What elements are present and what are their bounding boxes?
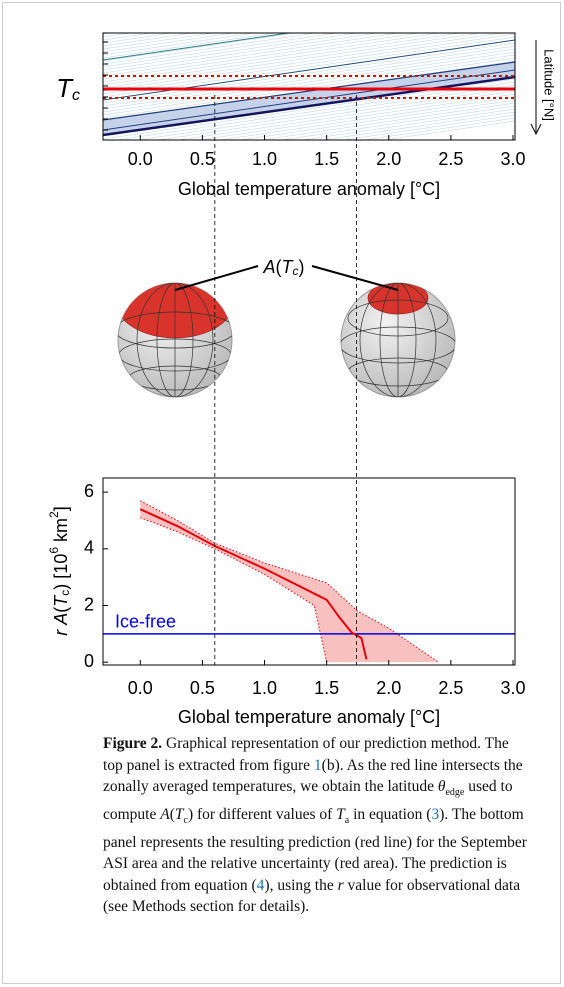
isotherm (103, 0, 515, 31)
isotherm (279, 105, 515, 140)
isotherm (114, 81, 515, 140)
isotherm (103, 33, 504, 92)
prediction-line (139, 508, 368, 660)
plot-frame (102, 477, 516, 666)
isotherm (103, 36, 515, 98)
x-tick-label: 0.0 (128, 678, 153, 698)
isotherm (103, 33, 318, 65)
isotherm (103, 51, 515, 113)
isotherm (103, 33, 174, 44)
x-tick-label: 0.0 (128, 149, 153, 169)
isotherm (320, 111, 515, 140)
isotherm (103, 0, 515, 7)
isotherm (103, 33, 298, 62)
isotherm (103, 42, 515, 104)
isotherm (103, 33, 380, 74)
isotherm (176, 90, 515, 140)
isotherm (103, 72, 515, 134)
isotherm (197, 93, 515, 140)
isotherm (103, 33, 442, 83)
isotherm (103, 33, 401, 77)
y-tick-label: 6 (84, 481, 94, 501)
isotherm (259, 102, 515, 140)
x-tick-label: 2.0 (376, 149, 401, 169)
sphere-label: A(Tc) (262, 257, 304, 278)
x-tick-label: 3.0 (500, 149, 525, 169)
x-tick-label: 2.5 (438, 678, 463, 698)
x-tick-label: 1.0 (252, 149, 277, 169)
x-tick-label: 0.5 (190, 678, 215, 698)
isotherm (103, 33, 256, 56)
x-tick-label: 3.0 (500, 678, 525, 698)
arrow-head (530, 123, 542, 136)
isotherm (103, 33, 215, 50)
isotherm (103, 0, 515, 22)
isotherm (103, 33, 236, 53)
isotherm (103, 33, 421, 80)
caption: Figure 2. Graphical representation of ou… (103, 735, 527, 916)
isotherm (135, 84, 515, 140)
isotherm (238, 99, 515, 140)
x-tick-label: 0.5 (190, 149, 215, 169)
isotherm (103, 54, 515, 116)
tc-label: Tc (56, 73, 80, 104)
ice-free-label: Ice-free (115, 612, 176, 632)
isotherm (217, 96, 515, 140)
isotherm (103, 33, 277, 59)
top-panel: 0.0 0.5 1.0 1.5 2.0 2.5 3.0 Global temperature … (102, 0, 526, 199)
isotherm (103, 33, 483, 89)
isotherm (103, 0, 515, 28)
uncertainty-bound (140, 517, 328, 663)
y-axis-label: r A(Tc) [106 km2] (47, 506, 72, 635)
isotherm (103, 0, 515, 25)
isotherm (103, 0, 515, 13)
isotherm (103, 63, 515, 125)
bottom-panel: Ice-free 0 2 4 6 0.0 0.5 1.0 1.5 2.0 2.5 3.0 Global … (84, 477, 526, 727)
isotherm (103, 75, 515, 137)
isotherm (300, 108, 515, 140)
x-tick-label: 2.5 (438, 149, 463, 169)
isotherm (103, 33, 339, 68)
y-tick-label: 0 (84, 651, 94, 671)
x-tick-label: 2.0 (376, 678, 401, 698)
isotherm (103, 33, 195, 47)
isotherm (362, 117, 515, 140)
isotherm (382, 120, 515, 140)
isotherm (103, 33, 112, 35)
isotherm (103, 33, 515, 95)
isotherm (103, 69, 515, 131)
y-tick-label: 4 (84, 538, 94, 558)
x-tick-label: 1.5 (314, 678, 339, 698)
uncertainty-bound (140, 500, 439, 663)
spheres (117, 265, 456, 398)
x-axis-label: Global temperature anomaly [°C] (178, 179, 440, 199)
x-axis-label: Global temperature anomaly [°C] (178, 707, 440, 727)
isotherm (103, 0, 515, 1)
isotherm (103, 33, 292, 61)
schematic-lines (103, 0, 515, 140)
isotherm (341, 114, 515, 140)
x-tick-label: 1.0 (252, 678, 277, 698)
x-tick-label: 1.5 (314, 149, 339, 169)
isotherm (103, 0, 515, 10)
isotherm (103, 33, 359, 71)
isotherm (103, 33, 133, 38)
isotherm (103, 61, 515, 121)
y-tick-label: 2 (84, 594, 94, 614)
side-label: Latitude [°N] (542, 49, 557, 121)
